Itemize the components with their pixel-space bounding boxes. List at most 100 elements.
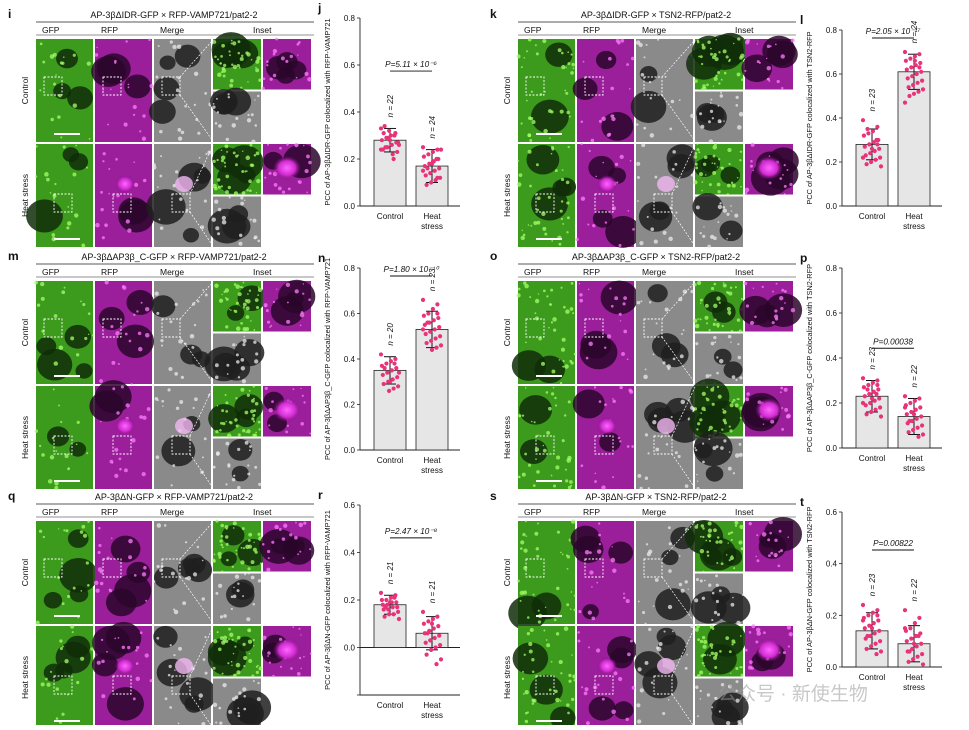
x-tick-label-heat: Heat <box>905 212 923 221</box>
speckle-shape <box>569 480 573 484</box>
x-tick-label: Control <box>377 212 404 221</box>
vacuole-shape <box>67 529 89 548</box>
inset-merge-image <box>207 196 261 247</box>
chart-letter-n: n <box>318 251 325 265</box>
speckle-shape <box>709 624 714 629</box>
speckle-shape <box>169 644 172 647</box>
speckle-shape <box>712 171 717 175</box>
speckle-shape <box>595 648 601 653</box>
rfp-image <box>93 521 152 624</box>
data-point <box>878 649 884 654</box>
vacuole-shape <box>222 355 251 381</box>
data-point <box>873 641 878 646</box>
speckle-shape <box>710 387 715 392</box>
speckle-shape <box>128 555 133 560</box>
speckle-shape <box>728 162 731 166</box>
y-tick-label: 0.0 <box>826 202 838 211</box>
speckle-shape <box>728 313 731 316</box>
speckle-shape <box>51 233 56 237</box>
speckle-shape <box>716 182 721 187</box>
speckle-shape <box>717 394 722 399</box>
speckle-shape <box>650 227 655 232</box>
speckle-shape <box>224 165 227 168</box>
speckle-shape <box>581 686 584 689</box>
speckle-shape <box>527 224 530 226</box>
speckle-shape <box>136 310 139 313</box>
vacuole-shape <box>595 50 617 70</box>
speckle-shape <box>42 535 46 539</box>
speckle-shape <box>239 56 244 61</box>
speckle-shape <box>184 104 187 108</box>
speckle-shape <box>247 572 250 575</box>
row-label-heat-stress: Heat stress <box>20 174 30 217</box>
speckle-shape <box>786 413 791 419</box>
speckle-shape <box>680 399 686 405</box>
speckle-shape <box>178 339 183 344</box>
speckle-shape <box>777 564 781 568</box>
speckle-shape <box>739 376 743 380</box>
data-point <box>908 400 913 406</box>
speckle-shape <box>61 712 65 716</box>
vacuole-shape <box>572 389 605 419</box>
speckle-shape <box>272 73 277 78</box>
speckle-shape <box>297 180 300 183</box>
rfp-image <box>572 385 634 490</box>
speckle-shape <box>611 709 616 715</box>
speckle-shape <box>690 173 694 177</box>
speckle-shape <box>58 345 64 350</box>
speckle-shape <box>44 172 49 177</box>
zoom-line <box>661 576 696 624</box>
speckle-shape <box>701 635 706 640</box>
speckle-shape <box>114 473 119 479</box>
inset-gfp-image <box>694 621 747 678</box>
speckle-shape <box>75 353 80 357</box>
vacuole-shape <box>110 535 141 563</box>
speckle-shape <box>94 53 99 57</box>
speckle-shape <box>739 524 744 530</box>
speckle-shape <box>699 535 702 538</box>
vacuole-shape <box>207 637 239 666</box>
data-point <box>875 142 880 147</box>
speckle-shape <box>737 343 740 346</box>
speckle-shape <box>74 213 79 218</box>
speckle-shape <box>236 589 240 593</box>
speckle-shape <box>101 236 105 240</box>
speckle-shape <box>544 232 548 236</box>
speckle-shape <box>690 405 695 410</box>
vacuole-shape <box>694 158 716 178</box>
speckle-shape <box>725 554 728 556</box>
vacuole-shape <box>531 592 562 620</box>
speckle-shape <box>212 666 216 670</box>
speckle-shape <box>309 548 312 551</box>
n-label: n = 21 <box>428 581 437 603</box>
speckle-shape <box>566 201 570 205</box>
speckle-shape <box>523 653 526 656</box>
speckle-shape <box>102 160 105 163</box>
speckle-shape <box>250 560 255 565</box>
speckle-shape <box>699 418 703 422</box>
speckle-shape <box>222 74 226 78</box>
speckle-shape <box>606 133 611 138</box>
speckle-shape <box>610 86 615 91</box>
speckle-shape <box>217 647 222 652</box>
speckle-shape <box>141 471 146 477</box>
speckle-shape <box>737 37 741 41</box>
panel-letter-k: k <box>490 7 497 21</box>
data-point <box>915 425 920 430</box>
speckle-shape <box>214 283 219 288</box>
merge-image <box>154 386 211 489</box>
speckle-shape <box>666 364 671 369</box>
speckle-shape <box>706 398 710 402</box>
speckle-shape <box>272 300 276 304</box>
data-point <box>426 311 431 316</box>
speckle-shape <box>585 356 589 360</box>
data-point <box>383 145 388 150</box>
col-label-rfp: RFP <box>101 267 118 277</box>
speckle-shape <box>663 630 666 633</box>
speckle-shape <box>547 109 552 113</box>
speckle-shape <box>716 385 720 388</box>
data-point <box>906 430 911 435</box>
speckle-shape <box>699 55 703 59</box>
speckle-shape <box>701 596 706 600</box>
